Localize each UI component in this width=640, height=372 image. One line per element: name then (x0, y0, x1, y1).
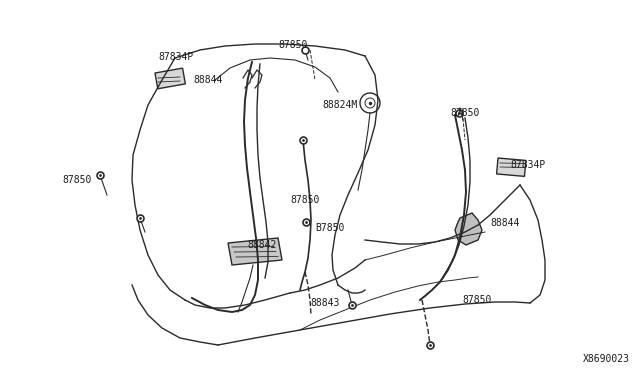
Text: 87834P: 87834P (158, 52, 193, 62)
Text: 88842: 88842 (247, 240, 276, 250)
Bar (497, 158, 526, 176)
Text: 88844: 88844 (490, 218, 520, 228)
Text: 87834P: 87834P (510, 160, 545, 170)
Polygon shape (228, 238, 282, 265)
Bar (155, 68, 186, 89)
Text: 87850: 87850 (450, 108, 479, 118)
Text: 88843: 88843 (310, 298, 339, 308)
Text: 88844: 88844 (193, 75, 222, 85)
Text: 87850: 87850 (462, 295, 492, 305)
Text: 88824M: 88824M (322, 100, 357, 110)
Text: 87850: 87850 (290, 195, 319, 205)
Text: 87850: 87850 (278, 40, 307, 50)
Text: 87850: 87850 (62, 175, 92, 185)
Text: B7850: B7850 (315, 223, 344, 233)
Text: X8690023: X8690023 (583, 354, 630, 364)
Polygon shape (455, 213, 482, 245)
